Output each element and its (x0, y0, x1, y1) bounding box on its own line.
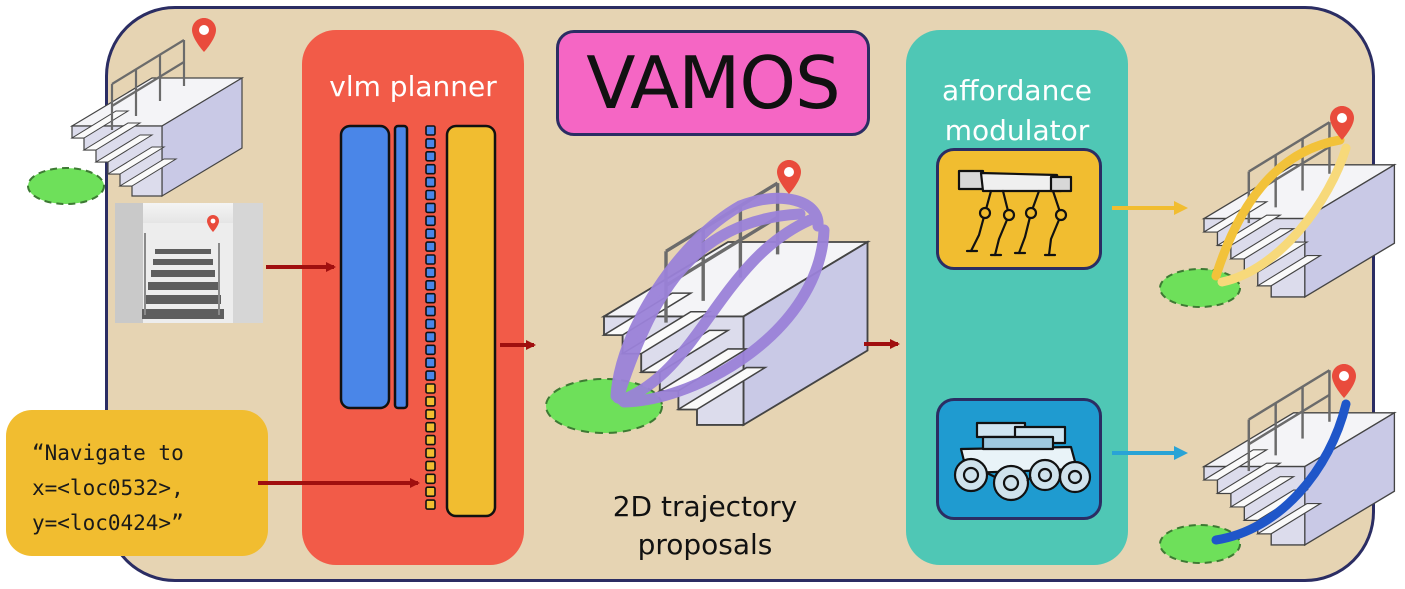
trajectory-caption: 2D trajectory proposals (580, 488, 830, 564)
image-token (425, 228, 436, 239)
goal-stairs-icon (70, 38, 244, 198)
text-token (425, 396, 436, 407)
image-token (425, 279, 436, 291)
location-pin-icon (1332, 364, 1356, 398)
image-token (425, 357, 436, 369)
image-token (425, 215, 436, 227)
text-token (425, 460, 436, 472)
caption-line-2: proposals (637, 528, 773, 561)
caption-line-1: 2D trajectory (612, 490, 798, 523)
stairwell-photo (115, 203, 263, 323)
instruction-line-3: y=<loc0424>” (32, 511, 184, 535)
vlm-planner-title: vlm planner (329, 70, 497, 103)
instruction-box: “Navigate to x=<loc0532>, y=<loc0424>” (6, 410, 268, 556)
image-token (425, 241, 436, 252)
image-token (425, 189, 436, 201)
image-token (425, 176, 436, 188)
legged-robot-icon (957, 169, 1073, 257)
location-pin-icon (1330, 106, 1354, 140)
text-token (425, 434, 436, 446)
text-token (425, 408, 436, 420)
location-pin-icon (192, 18, 216, 52)
wheeled-robot-icon (953, 421, 1092, 502)
image-token (425, 292, 436, 304)
image-token (425, 254, 436, 265)
location-pin-icon (207, 215, 219, 232)
text-token (425, 486, 436, 498)
text-token (425, 421, 436, 433)
affordance-modulator-title-line2: modulator (944, 114, 1090, 147)
image-token (425, 305, 436, 317)
text-token (425, 447, 436, 459)
image-token (425, 318, 436, 330)
image-token (425, 202, 436, 214)
image-token (425, 344, 436, 356)
instruction-line-1: “Navigate to (32, 441, 184, 465)
vision-encoder-block (339, 124, 391, 410)
image-token (425, 267, 436, 278)
vamos-title-box: VAMOS (556, 30, 870, 136)
location-pin-icon (777, 160, 801, 194)
image-token (425, 151, 436, 162)
affordance-modulator-title-line1: affordance (942, 74, 1092, 107)
token-column (425, 125, 436, 510)
wheeled-robot-box (936, 398, 1102, 520)
wheeled-result-stairs-icon (1202, 369, 1396, 547)
image-token (425, 163, 436, 175)
image-token (425, 370, 436, 381)
legged-trajectories (1211, 135, 1351, 287)
goal-ellipse-icon (1159, 268, 1241, 308)
trajectory-proposals (610, 192, 830, 408)
legged-robot-box (936, 148, 1102, 270)
vamos-title: VAMOS (586, 41, 840, 125)
legged-result-stairs-icon (1202, 121, 1396, 299)
language-model-block (445, 124, 497, 518)
instruction-line-2: x=<loc0532>, (32, 476, 184, 500)
image-token (425, 125, 436, 136)
image-token (425, 331, 436, 343)
text-token (425, 499, 436, 510)
wheeled-trajectory (1211, 399, 1351, 545)
text-token (425, 473, 436, 485)
text-token (425, 383, 436, 394)
projector-block (393, 124, 409, 410)
goal-ellipse-icon (1159, 524, 1241, 564)
image-token (425, 138, 436, 149)
goal-ellipse-icon (27, 167, 105, 205)
